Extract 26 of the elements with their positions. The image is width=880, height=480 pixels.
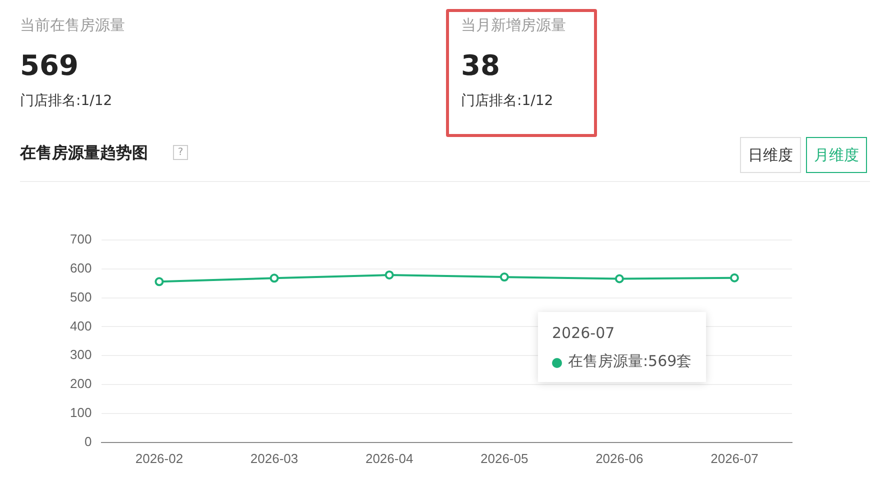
text: 月维度 xyxy=(806,137,867,173)
text: 当月新增房源量 xyxy=(461,16,567,35)
y-tick-label: 500 xyxy=(70,289,92,304)
y-tick-label: 100 xyxy=(70,405,92,420)
annotation: 2026-07 xyxy=(552,324,615,342)
text: ? xyxy=(178,147,184,158)
x-tick-label: 2026-03 xyxy=(250,450,298,466)
text: 569 xyxy=(20,49,80,82)
x-tick-label: 2026-07 xyxy=(710,450,758,466)
y-tick-label: 600 xyxy=(70,260,92,276)
x-tick-label: 2026-06 xyxy=(596,450,644,466)
x-tick-label: 2026-02 xyxy=(135,450,184,466)
y-tick-label: 400 xyxy=(70,318,92,334)
text: 门店排名:1/12 xyxy=(20,92,114,110)
text: 日维度 xyxy=(740,137,801,173)
chart-title: 在售房源量趋势图 xyxy=(20,143,148,164)
y-tick-label: 0 xyxy=(84,434,92,449)
text: 38 xyxy=(461,49,501,82)
y-tick-label: 200 xyxy=(70,376,92,392)
text: 门店排名:1/12 xyxy=(461,92,554,110)
annotation: 在售房源量:569套 xyxy=(568,352,692,371)
x-tick-label: 2026-05 xyxy=(480,450,528,466)
x-tick-label: 2026-04 xyxy=(365,450,414,466)
y-tick-label: 300 xyxy=(70,347,92,362)
y-tick-label: 700 xyxy=(70,232,92,247)
text: 当前在售房源量 xyxy=(20,16,126,35)
